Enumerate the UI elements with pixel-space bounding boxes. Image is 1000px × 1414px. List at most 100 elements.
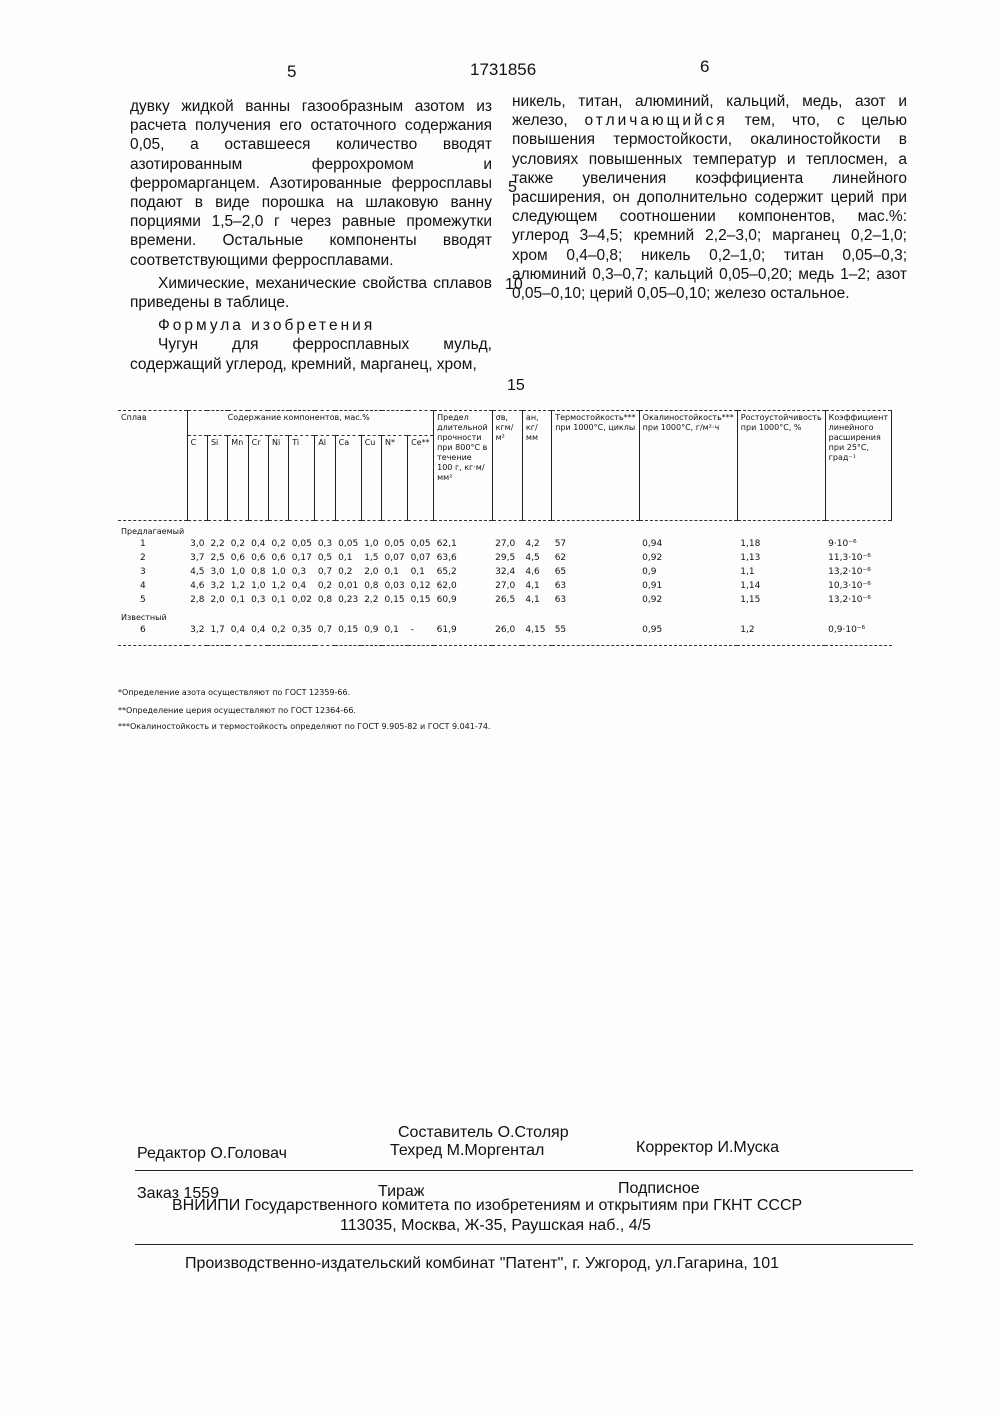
header-component: Si (206, 435, 228, 521)
table-cell: 0,7 (317, 567, 333, 577)
table-cell: 4,6 (190, 581, 205, 591)
table-cell: 0,05 (384, 539, 405, 549)
table-cell: 27,0 (495, 539, 516, 549)
table-cell: 26,0 (492, 623, 523, 646)
table-cell: 0,03 (384, 581, 405, 591)
table-cell: 0,6 (271, 553, 286, 563)
header-component: Mn (227, 435, 249, 521)
table-cell: 1,15 (740, 595, 761, 605)
table-cell: 0,3 (251, 595, 266, 605)
header-prop: Окалиностойкость*** при 1000°C, г/м²·ч (638, 410, 738, 521)
table-cell: 32,4 (495, 567, 516, 577)
table-cell: 2,2 (210, 539, 225, 549)
table-cell: 2,0 (364, 567, 379, 577)
table-cell: 0,2 (317, 581, 333, 591)
left-column: дувку жидкой ванны газообразным азотом и… (130, 97, 492, 374)
table-cell: 63,6 (436, 553, 457, 563)
table-cell: 3,7 (190, 553, 205, 563)
table-cell: 0,3 (291, 567, 307, 577)
editor: Редактор О.Головач (137, 1145, 287, 1162)
table-cell: 0,92 (642, 553, 663, 563)
table-cell: 0,07 (384, 553, 405, 563)
header-prop: Ростоустойчивость при 1000°C, % (736, 410, 826, 521)
order: Заказ 1559 (137, 1185, 220, 1202)
header-alloy: Сплав (118, 410, 188, 521)
table-cell: 65 (554, 567, 567, 577)
header-component: Ti (288, 435, 315, 521)
table-cell: 0,95 (639, 623, 738, 646)
table-cell: 3,0 (210, 567, 225, 577)
header-component: C (186, 435, 208, 521)
table-cell: 1,2 (737, 623, 826, 646)
group-label: Предлагаемый (121, 527, 185, 536)
institute: ВНИИПИ Государственного комитета по изоб… (172, 1197, 803, 1214)
line-number: 5 (508, 179, 517, 196)
compiler: Составитель О.Столяр (398, 1124, 569, 1141)
header-prop: Коэффициент линейного расширения при 25°… (824, 410, 893, 521)
line-number: 10 (505, 276, 523, 293)
table-cell: 0,2 (271, 539, 286, 549)
table-cell: 57 (554, 539, 567, 549)
subscription: Подписное (618, 1180, 700, 1197)
footnote: *Определение азота осуществляют по ГОСТ … (118, 688, 351, 697)
table-cell: 4,2 (525, 539, 540, 549)
table-cell: 1,5 (364, 553, 379, 563)
row-id: 3 (140, 567, 146, 577)
table-cell: 62,0 (436, 581, 457, 591)
table-cell: 0,9 (642, 567, 657, 577)
table-cell: 0,2 (268, 623, 289, 646)
table-cell: 3,2 (210, 581, 225, 591)
row-id: 1 (140, 539, 146, 549)
table-cell: 0,91 (642, 581, 663, 591)
table-cell: 0,1 (410, 567, 425, 577)
table-cell: 0,05 (338, 539, 359, 549)
table-cell: 62,1 (436, 539, 457, 549)
table-cell: 0,1 (381, 623, 408, 646)
table-cell: 4,1 (525, 595, 540, 605)
table-cell: 29,5 (495, 553, 516, 563)
table-cell: 9·10⁻⁶ (828, 539, 857, 549)
table-cell: 1,0 (251, 581, 266, 591)
table-cell: 1,0 (230, 567, 246, 577)
table-cell: 62 (554, 553, 567, 563)
table-cell: 0,6 (230, 553, 246, 563)
table-cell: 0,5 (317, 553, 333, 563)
table-cell: 0,92 (642, 595, 663, 605)
table-cell: 10,3·10⁻⁶ (828, 581, 871, 591)
table-cell: 0,15 (384, 595, 405, 605)
table-cell: 0,17 (291, 553, 312, 563)
header-component: Cu (360, 435, 382, 521)
table-cell: 0,9·10⁻⁶ (825, 623, 892, 646)
table-row: 5 2,8 2,0 0,1 0,3 0,1 0,02 0,8 0,23 2,2 0,15 0,15 60… (118, 593, 892, 607)
table-row: 6 3,2 1,7 0,4 0,4 0,2 0,35 0,7 0,15 0,9 0,1-61,9 26… (118, 623, 892, 646)
table-cell: 0,1 (271, 595, 286, 605)
row-id: 2 (140, 553, 146, 563)
header-component: N* (381, 435, 408, 521)
table-row: 1 3,0 2,2 0,2 0,4 0,2 0,05 0,3 0,05 1,0 0,05 0,05 62… (118, 537, 892, 551)
paragraph: Химические, механические свойства сплаво… (130, 274, 492, 312)
page-number-right: 6 (700, 57, 710, 76)
table-cell: 0,4 (227, 623, 249, 646)
table-cell: 0,1 (384, 567, 399, 577)
header-prop: σв, кгм/м² (491, 410, 523, 521)
right-column: никель, титан, алюминий, кальций, медь, … (512, 92, 907, 303)
row-id: 5 (140, 595, 146, 605)
table-cell: 0,8 (364, 581, 379, 591)
divider (135, 1244, 913, 1245)
header-component: Al (314, 435, 336, 521)
table-cell: 4,5 (525, 553, 540, 563)
table-cell: 13,2·10⁻⁶ (828, 595, 871, 605)
table-cell: 2,8 (190, 595, 205, 605)
table-cell: 1,1 (740, 567, 755, 577)
header-component: Ca (334, 435, 362, 521)
circulation: Тираж (378, 1183, 425, 1200)
table-cell: 0,15 (335, 623, 362, 646)
table-cell: 0,05 (291, 539, 312, 549)
techred: Техред М.Моргентал (390, 1142, 545, 1159)
table-cell: 3,0 (190, 539, 205, 549)
header-prop: aн, кг/мм (521, 410, 552, 521)
divider (135, 1170, 913, 1171)
claim-part: тем, что, с целью повышения термостойкос… (512, 112, 907, 303)
table-row: 3 4,5 3,0 1,0 0,8 1,0 0,3 0,7 0,2 2,0 0,1 0,1 65,2 32… (118, 565, 892, 579)
section-heading: Формула изобретения (158, 317, 376, 335)
